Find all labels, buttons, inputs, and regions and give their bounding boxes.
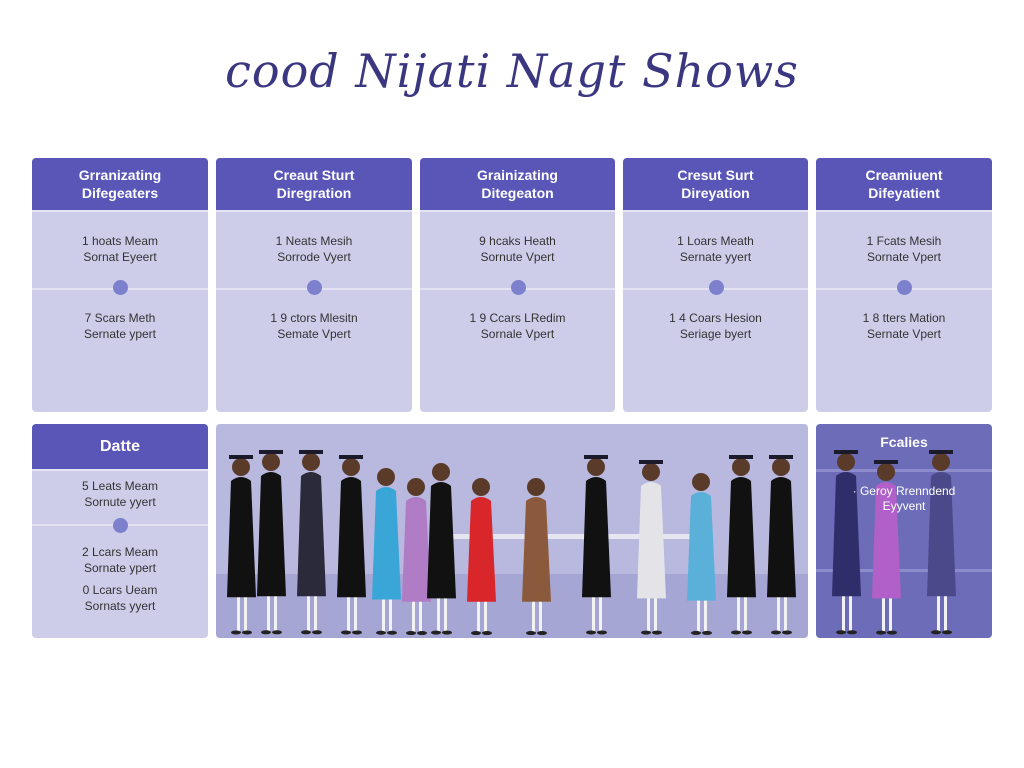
info-card: Creamiuent Difeyatient 1 Fcats Mesih Sorna… <box>816 158 992 412</box>
graduate-figure <box>427 463 456 635</box>
text-line: 1 8 tters Mation <box>862 311 946 325</box>
card-header: Grranizating Difegeaters <box>32 158 208 212</box>
card-header-line: Grainizating <box>477 167 558 183</box>
text-line: Sernate ypert <box>83 327 157 341</box>
date-item-line: Sornute yyert <box>84 495 156 509</box>
graduate-figure <box>372 468 401 635</box>
info-card: Grranizating Difegeaters 1 hoats Meam Sorn… <box>32 158 208 412</box>
date-item: 0 Lcars Ueam Sornats yyert <box>32 582 208 614</box>
card-bottom-text: 1 8 tters Mation Sernate Vpert <box>816 310 992 342</box>
card-bottom-text: 7 Scars Meth Sernate ypert <box>32 310 208 342</box>
card-header-line: Creaut Sturt <box>273 167 355 183</box>
features-card-body: · Geroy Rrenndend Eyyvent <box>816 484 992 514</box>
timeline-dot <box>307 280 322 295</box>
text-line: 1 9 Ccars LRedim <box>469 311 566 325</box>
date-item: 5 Leats Meam Sornute yyert <box>32 478 208 510</box>
text-line: 7 Scars Meth <box>84 311 156 325</box>
date-item: 2 Lcars Meam Sornate ypert <box>32 544 208 576</box>
graduate-figure <box>637 460 666 635</box>
card-header-line: Difegeaters <box>81 185 159 201</box>
page-title: cood Nijati Nagt Shows <box>225 44 799 98</box>
timeline-dot <box>897 280 912 295</box>
card-header-line: Creamiuent <box>865 167 943 183</box>
card-header-line: Ditegeaton <box>481 185 554 201</box>
graduate-figure <box>767 455 796 635</box>
text-line: Sernate Vpert <box>866 327 942 341</box>
date-card-header: Datte <box>32 424 208 471</box>
graduate-figure <box>927 450 956 635</box>
card-header: Cresut Surt Direyation <box>623 158 808 212</box>
card-header: Creaut Sturt Diregration <box>216 158 412 212</box>
text-line: Sornate Vpert <box>866 250 942 264</box>
text-line: 1 Neats Mesih <box>275 234 353 248</box>
graduate-figure <box>522 478 551 636</box>
text-line: 1 9 ctors Mlesitn <box>270 311 358 325</box>
card-header-line: Grranizating <box>78 167 162 183</box>
info-card: Cresut Surt Direyation 1 Loars Meath Serna… <box>623 158 808 412</box>
graduate-figure <box>402 478 431 636</box>
graduate-figure <box>687 473 716 635</box>
graduate-figure <box>832 450 861 635</box>
graduate-figure <box>727 455 756 635</box>
graduate-figure <box>297 450 326 635</box>
card-top-text: 1 Loars Meath Sernate yyert <box>623 233 808 265</box>
text-line: Semate Vpert <box>277 327 351 341</box>
text-line: 1 hoats Meam <box>81 234 159 248</box>
date-item-line: 0 Lcars Ueam <box>82 583 158 597</box>
info-card: Grainizating Ditegeaton 9 hcaks Heath Sorn… <box>420 158 615 412</box>
text-line: 1 Fcats Mesih <box>866 234 942 248</box>
card-header: Creamiuent Difeyatient <box>816 158 992 212</box>
card-top-text: 1 hoats Meam Sornat Eyeert <box>32 233 208 265</box>
card-header-line: Cresut Surt <box>677 167 754 183</box>
card-bottom-text: 1 9 ctors Mlesitn Semate Vpert <box>216 310 412 342</box>
graduate-figure <box>337 455 366 635</box>
features-line: Eyyvent <box>882 499 926 513</box>
features-card: Fcalies · Geroy Rrenndend Eyyvent <box>816 424 992 638</box>
date-item-line: Sornate ypert <box>83 561 157 575</box>
graduate-figure <box>227 455 256 635</box>
date-item-line: 5 Leats Meam <box>81 479 159 493</box>
text-line: 9 hcaks Heath <box>479 234 556 248</box>
features-card-header: Fcalies <box>880 434 928 450</box>
card-header-line: Difeyatient <box>868 185 940 201</box>
card-top-text: 1 Neats Mesih Sorrode Vyert <box>216 233 412 265</box>
info-card: Creaut Sturt Diregration 1 Neats Mesih Sor… <box>216 158 412 412</box>
text-line: Sorrode Vyert <box>277 250 351 264</box>
card-bottom-text: 1 9 Ccars LRedim Sornale Vpert <box>420 310 615 342</box>
text-line: Sernate yyert <box>679 250 752 264</box>
timeline-dot <box>113 518 128 533</box>
date-item-line: Sornats yyert <box>84 599 156 613</box>
text-line: 1 Loars Meath <box>677 234 754 248</box>
card-header-line: Direyation <box>681 185 750 201</box>
text-line: Sornat Eyeert <box>83 250 157 264</box>
card-top-text: 9 hcaks Heath Sornute Vpert <box>420 233 615 265</box>
graduation-illustration <box>216 424 808 638</box>
timeline-dot <box>113 280 128 295</box>
features-line: · Geroy Rrenndend <box>852 484 956 498</box>
timeline-dot <box>510 280 526 295</box>
graduate-figure <box>257 450 286 635</box>
date-item-line: 2 Lcars Meam <box>81 545 159 559</box>
text-line: Seriage byert <box>679 327 752 341</box>
timeline-dot <box>708 280 724 295</box>
graduate-figure <box>872 460 901 635</box>
graduate-figure <box>467 478 496 636</box>
card-bottom-text: 1 4 Coars Hesion Seriage byert <box>623 310 808 342</box>
card-top-text: 1 Fcats Mesih Sornate Vpert <box>816 233 992 265</box>
text-line: Sornale Vpert <box>480 327 555 341</box>
text-line: 1 4 Coars Hesion <box>669 311 762 325</box>
card-header: Grainizating Ditegeaton <box>420 158 615 212</box>
card-header-line: Diregration <box>276 185 352 201</box>
graduates-image <box>216 450 808 638</box>
graduate-figure <box>582 455 611 635</box>
text-line: Sornute Vpert <box>480 250 555 264</box>
date-card: Datte 5 Leats Meam Sornute yyert 2 Lcars… <box>32 424 208 638</box>
graduates-image <box>816 450 992 635</box>
